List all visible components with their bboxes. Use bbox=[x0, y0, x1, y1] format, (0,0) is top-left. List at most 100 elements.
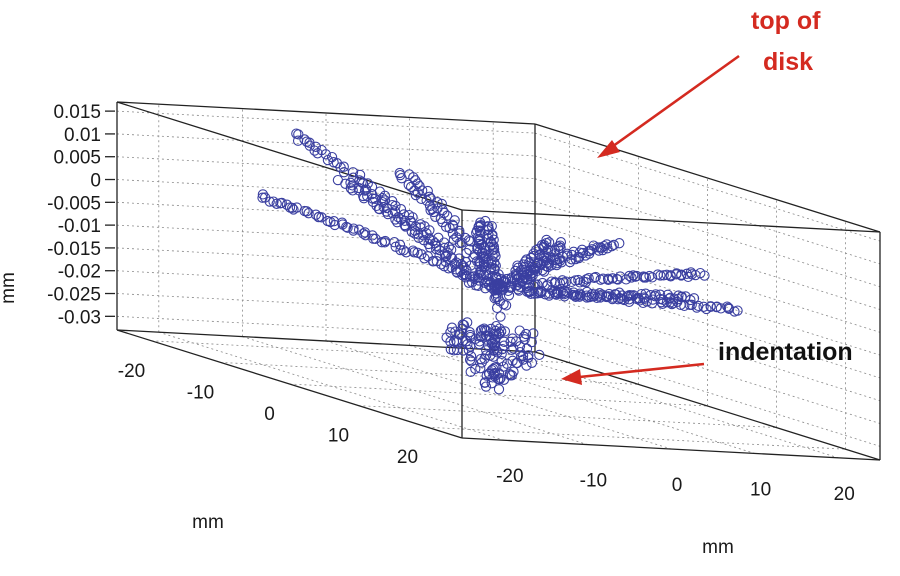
data-point bbox=[328, 216, 340, 227]
y-axis-label: mm bbox=[702, 537, 734, 558]
data-point bbox=[376, 237, 388, 248]
data-point bbox=[459, 262, 470, 273]
grid-line bbox=[534, 292, 881, 402]
annotation-top-of-disk-line2: disk bbox=[763, 48, 813, 76]
data-point bbox=[292, 135, 304, 146]
data-point bbox=[398, 209, 410, 220]
z-tick-label: -0.005 bbox=[47, 193, 101, 214]
data-point bbox=[379, 195, 391, 206]
data-point bbox=[589, 289, 600, 300]
data-point bbox=[628, 290, 639, 301]
box-edge bbox=[534, 351, 881, 461]
data-point bbox=[512, 284, 524, 295]
data-point bbox=[525, 288, 536, 300]
box-edge bbox=[116, 101, 463, 211]
data-point bbox=[268, 196, 279, 207]
grid-line bbox=[358, 405, 777, 428]
data-point bbox=[595, 274, 606, 285]
data-point bbox=[422, 251, 433, 262]
data-point bbox=[554, 277, 566, 289]
data-point bbox=[275, 198, 286, 209]
data-point bbox=[498, 361, 509, 372]
grid-line bbox=[534, 155, 881, 265]
data-point bbox=[534, 349, 545, 361]
data-point bbox=[493, 278, 505, 289]
data-point bbox=[466, 356, 477, 367]
data-point bbox=[521, 343, 533, 354]
data-point bbox=[512, 260, 523, 271]
data-point bbox=[506, 344, 517, 356]
data-point bbox=[722, 301, 733, 312]
data-point bbox=[686, 269, 697, 280]
data-points bbox=[257, 128, 743, 395]
data-point bbox=[481, 350, 492, 361]
x-tick-label: -10 bbox=[187, 382, 214, 403]
annotation-top-of-disk: top of disk bbox=[597, 7, 821, 158]
box-edge bbox=[461, 437, 881, 461]
data-point bbox=[422, 185, 433, 197]
data-point bbox=[433, 232, 444, 243]
data-point bbox=[698, 301, 709, 312]
data-point bbox=[474, 268, 485, 279]
data-point bbox=[421, 228, 432, 239]
grid-lines bbox=[116, 104, 881, 459]
data-point bbox=[503, 290, 515, 301]
data-point bbox=[581, 290, 592, 301]
data-point bbox=[556, 257, 567, 268]
data-point bbox=[453, 253, 465, 264]
data-point bbox=[409, 225, 421, 236]
data-point bbox=[401, 247, 412, 258]
data-point bbox=[410, 175, 421, 186]
data-point bbox=[494, 296, 506, 307]
data-point bbox=[332, 174, 344, 186]
data-point bbox=[446, 244, 457, 255]
data-point bbox=[487, 337, 498, 348]
data-point bbox=[448, 234, 459, 245]
annotation-indentation: indentation bbox=[561, 338, 853, 385]
data-point bbox=[523, 350, 534, 361]
data-point bbox=[479, 377, 491, 388]
data-point bbox=[607, 292, 618, 303]
data-point bbox=[539, 250, 550, 261]
data-point bbox=[449, 215, 460, 226]
data-point bbox=[425, 205, 436, 216]
data-point bbox=[609, 289, 621, 300]
data-point bbox=[506, 370, 518, 381]
data-point bbox=[348, 223, 359, 234]
data-point bbox=[460, 272, 472, 283]
box-edge bbox=[534, 123, 881, 233]
data-point bbox=[576, 244, 588, 255]
data-point bbox=[439, 261, 450, 272]
data-point bbox=[463, 277, 475, 288]
z-tick-label: 0.01 bbox=[64, 125, 101, 146]
data-point bbox=[581, 286, 593, 298]
annotation-arrow-top bbox=[601, 54, 740, 156]
data-point bbox=[555, 237, 567, 248]
data-point bbox=[676, 291, 687, 302]
data-point bbox=[424, 191, 435, 202]
data-point bbox=[464, 354, 476, 366]
grid-line bbox=[534, 337, 881, 447]
data-point bbox=[271, 198, 282, 209]
data-point bbox=[528, 328, 539, 339]
data-point bbox=[481, 275, 492, 287]
data-point bbox=[299, 134, 310, 145]
data-point bbox=[688, 293, 700, 304]
data-point bbox=[293, 129, 304, 140]
x-axis-label: mm bbox=[192, 512, 224, 533]
box-edge bbox=[116, 329, 463, 439]
data-point bbox=[574, 288, 586, 299]
annotation-arrowhead-indentation bbox=[561, 369, 582, 385]
data-point bbox=[626, 272, 637, 283]
data-point bbox=[614, 238, 625, 249]
data-point bbox=[488, 363, 499, 375]
data-point bbox=[729, 306, 740, 317]
data-point bbox=[715, 303, 727, 314]
data-point bbox=[445, 344, 456, 355]
data-point bbox=[441, 332, 452, 343]
data-point bbox=[612, 274, 623, 285]
z-tick-label: 0.005 bbox=[53, 148, 101, 169]
data-point bbox=[541, 234, 552, 246]
grid-line bbox=[534, 178, 881, 288]
data-point bbox=[552, 288, 564, 299]
